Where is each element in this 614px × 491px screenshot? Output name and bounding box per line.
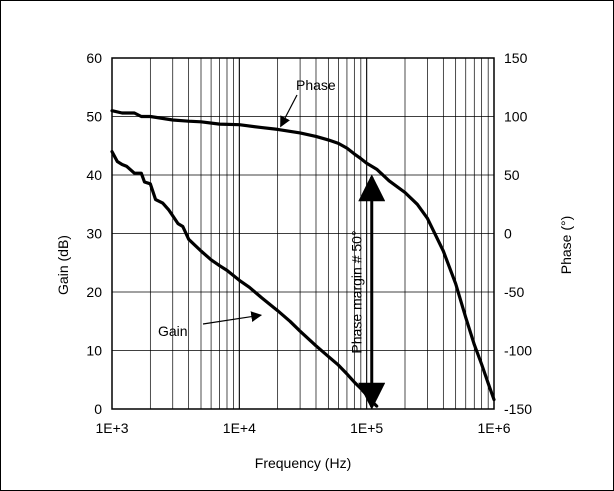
x-tick-label: 1E+5 <box>350 420 383 436</box>
tick-labels: 1E+3 1E+4 1E+5 1E+6 0 10 20 30 40 50 60 -150 -100 -50… <box>86 50 532 436</box>
y-right-tick-label: 100 <box>504 109 528 125</box>
x-tick-label: 1E+6 <box>477 420 510 436</box>
y-left-tick-label: 30 <box>86 226 102 242</box>
plot-area-border <box>111 57 495 410</box>
y-right-tick-label: 0 <box>504 226 512 242</box>
x-axis-title: Frequency (Hz) <box>255 455 351 471</box>
y-right-tick-label: 50 <box>504 167 520 183</box>
y-right-tick-label: -50 <box>504 284 524 300</box>
grid <box>112 58 494 409</box>
y-axis-left-title: Gain (dB) <box>55 235 71 295</box>
y-left-tick-label: 60 <box>86 50 102 66</box>
y-left-tick-label: 50 <box>86 109 102 125</box>
phase-annotation-label: Phase <box>296 77 336 93</box>
series-line-gain <box>110 150 379 408</box>
y-right-tick-label: 150 <box>504 50 528 66</box>
series-line-phase <box>110 109 496 402</box>
y-left-tick-label: 20 <box>86 284 102 300</box>
annotations: Phase Gain Phase margin # 50° <box>158 77 386 410</box>
y-left-tick-label: 10 <box>86 343 102 359</box>
y-left-tick-label: 0 <box>94 401 102 417</box>
phase-annotation-arrow <box>280 94 298 128</box>
y-right-tick-label: -150 <box>504 401 532 417</box>
y-right-tick-label: -100 <box>504 343 532 359</box>
y-left-tick-label: 40 <box>86 167 102 183</box>
gain-annotation-label: Gain <box>158 323 188 339</box>
y-axis-right-title: Phase (°) <box>558 216 574 275</box>
phase-margin-label: Phase margin # 50° <box>349 230 365 353</box>
x-tick-label: 1E+4 <box>223 420 256 436</box>
x-tick-label: 1E+3 <box>95 420 128 436</box>
gain-annotation-arrow <box>202 311 263 325</box>
series <box>110 109 496 408</box>
